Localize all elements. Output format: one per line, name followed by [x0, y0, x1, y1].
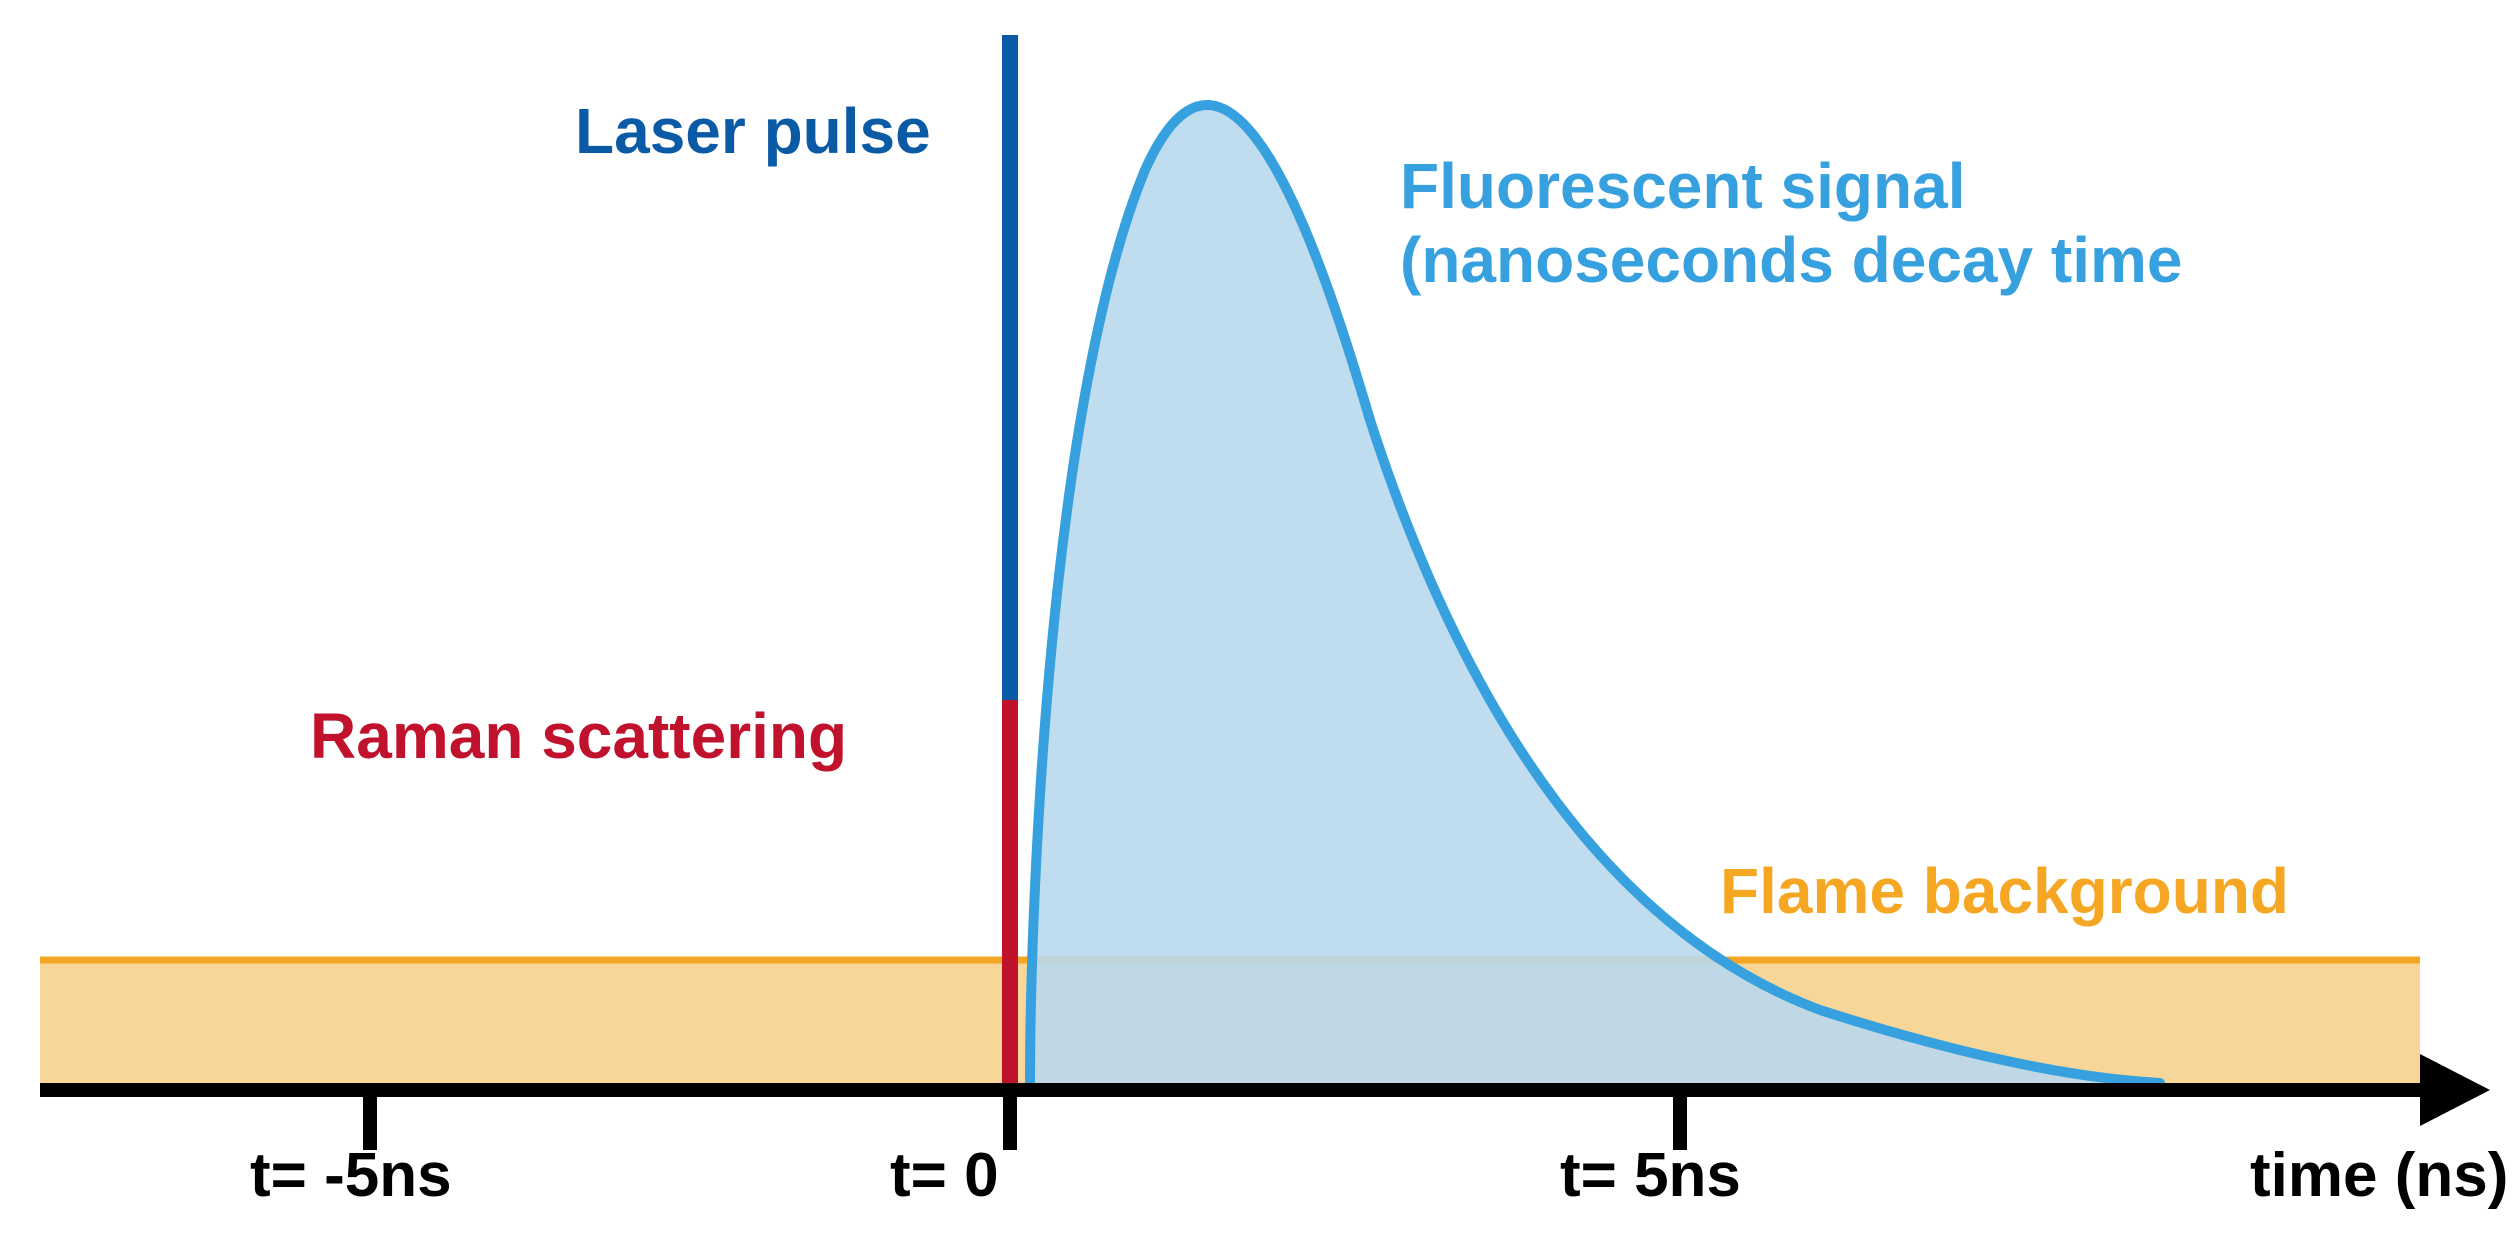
label-fluorescent-line1: Fluorescent signal — [1400, 150, 2182, 224]
axis-tick-label: t= -5ns — [250, 1140, 452, 1211]
axis-tick-label: t= 0 — [890, 1140, 999, 1211]
label-raman-scattering: Raman scattering — [310, 700, 847, 774]
axis-label-time: time (ns) — [2250, 1140, 2508, 1211]
label-laser-pulse: Laser pulse — [575, 95, 931, 169]
label-flame-background: Flame background — [1720, 855, 2289, 929]
axis-tick-label: t= 5ns — [1560, 1140, 1741, 1211]
label-fluorescent-line2: (nanoseconds decay time — [1400, 224, 2182, 298]
diagram-stage: Laser pulse Raman scattering Fluorescent… — [0, 0, 2518, 1253]
label-fluorescent-signal: Fluorescent signal (nanoseconds decay ti… — [1400, 150, 2182, 297]
